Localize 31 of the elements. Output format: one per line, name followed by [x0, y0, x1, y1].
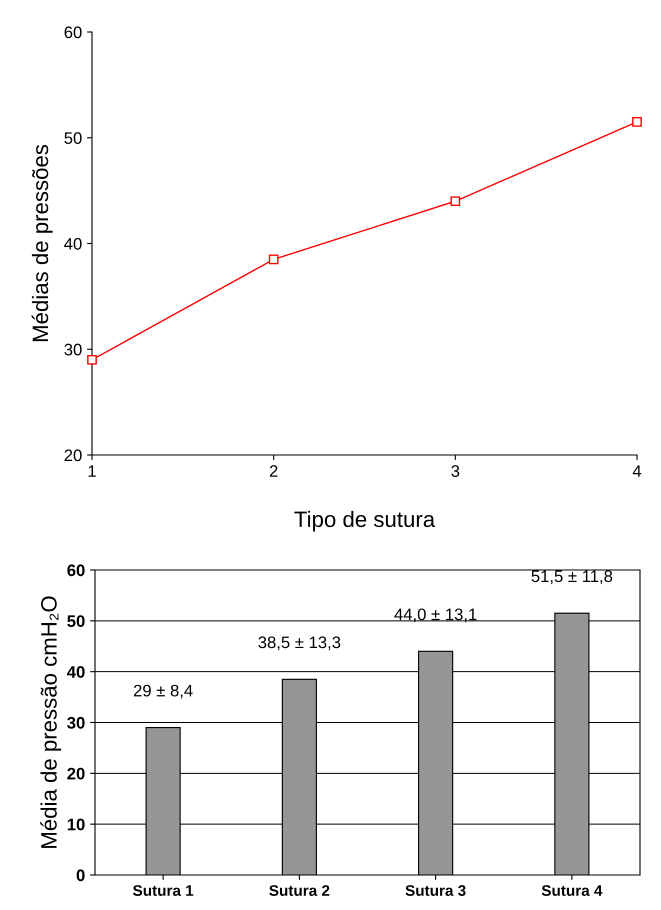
y-tick-label: 20: [64, 449, 82, 462]
x-tick-label: Sutura 1: [133, 885, 194, 896]
point: [450, 196, 460, 206]
x-tick-label: Sutura 2: [269, 885, 330, 896]
x-tick-label: Sutura 4: [542, 885, 602, 896]
x-tick-label: 3: [451, 465, 460, 477]
y-tick-label: 60: [64, 26, 82, 38]
x-axis-title: Tipo de sutura: [294, 510, 436, 532]
y-axis-title: Média de pressão cmH₂O: [40, 596, 62, 848]
x-tick-label: 1: [88, 465, 96, 477]
data-label: 51,5 ± 11,8: [532, 570, 612, 584]
y-tick-label: 60: [67, 564, 85, 576]
y-tick-label: 40: [64, 238, 82, 250]
point: [87, 354, 97, 365]
data-label: 44,0 ± 13,1: [394, 608, 476, 622]
point: [632, 117, 642, 127]
y-tick-label: 50: [64, 132, 82, 144]
x-tick-label: 4: [632, 465, 642, 477]
y-tick-label: 10: [68, 818, 85, 830]
y-tick-label: 0: [76, 869, 85, 882]
y-tick-label: 30: [64, 344, 82, 356]
data-label: 29 ± 8,4: [134, 684, 193, 698]
y-tick-label: 50: [67, 615, 85, 628]
data-label: 38,5 ± 13,3: [258, 636, 340, 650]
y-tick-label: 40: [66, 666, 85, 678]
x-tick-label: Sutura 3: [406, 885, 466, 896]
y-axis-title: Médias de pressões: [32, 144, 53, 342]
x-tick-label: 2: [270, 465, 278, 477]
point: [268, 254, 279, 264]
y-tick-label: 30: [67, 716, 85, 729]
y-tick-label: 20: [67, 768, 85, 780]
